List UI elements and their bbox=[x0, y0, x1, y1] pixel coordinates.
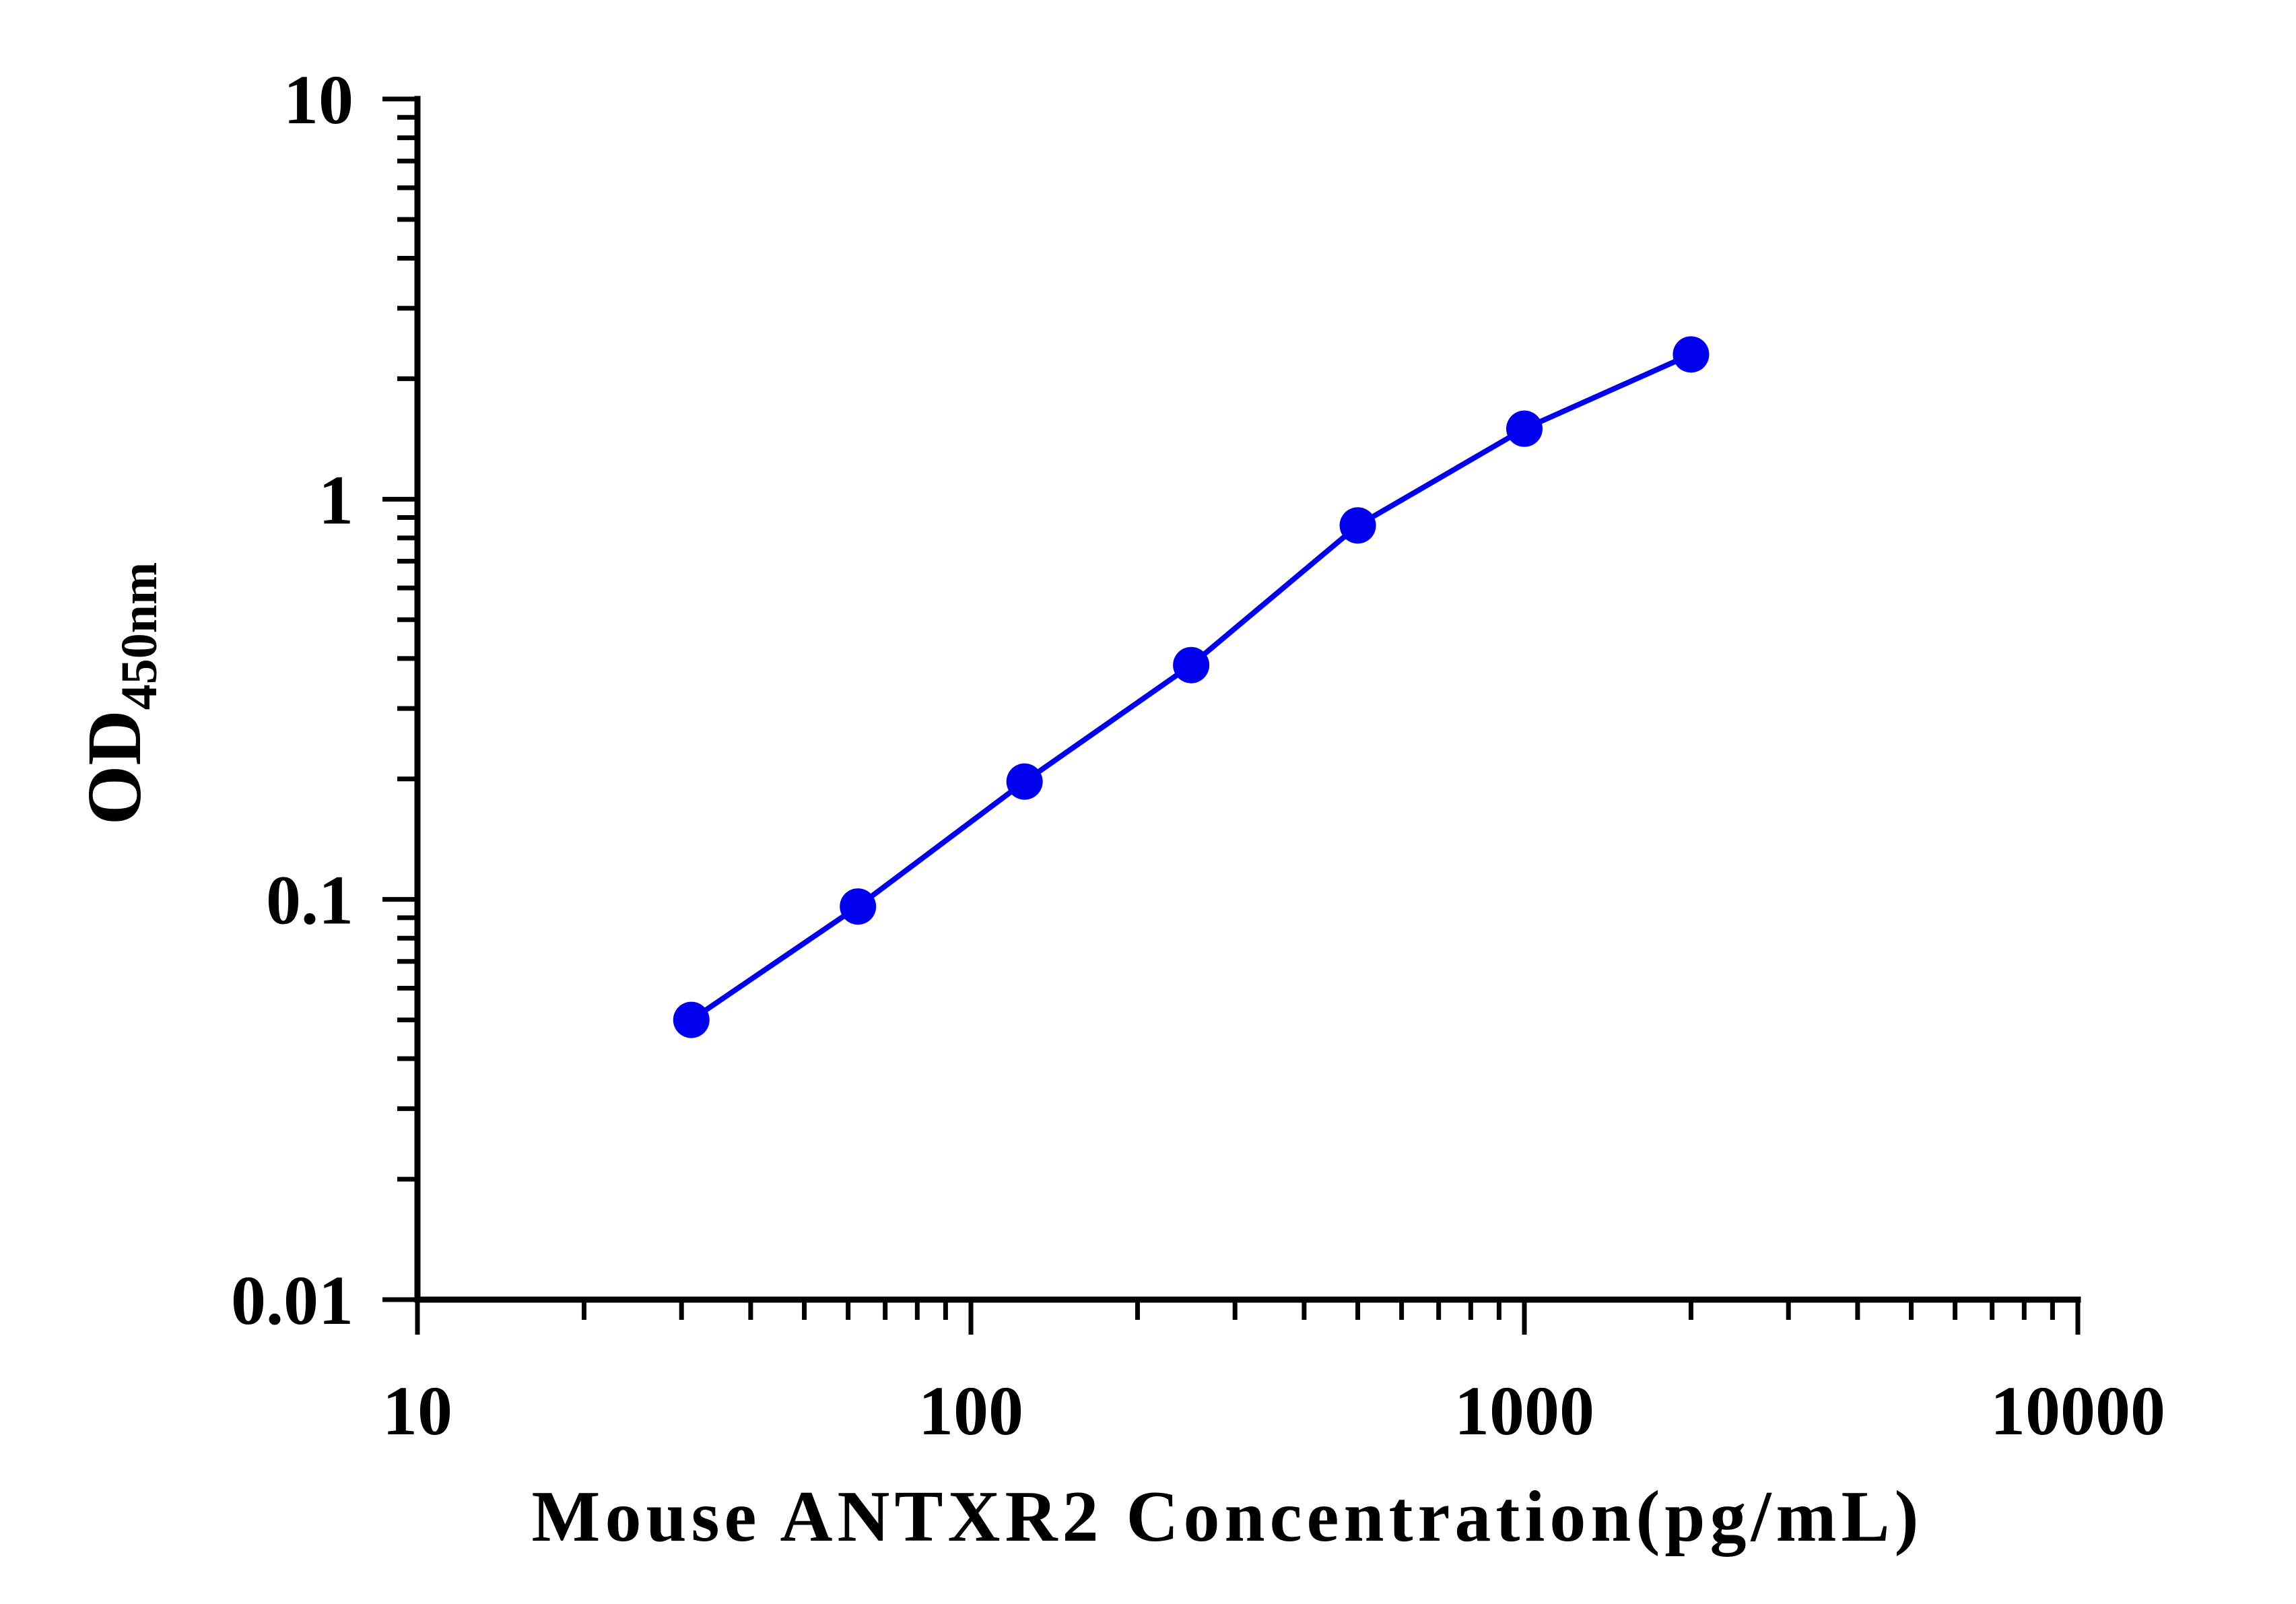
x-tick-label: 1000 bbox=[1454, 1372, 1594, 1450]
data-point bbox=[1173, 646, 1210, 683]
y-tick-label: 10 bbox=[283, 61, 353, 139]
axes bbox=[414, 96, 2081, 1303]
x-tick-label: 100 bbox=[918, 1372, 1023, 1450]
tick-labels: 10 100 1000 10000 0.01 0.1 1 10 bbox=[231, 61, 2165, 1450]
series-line bbox=[689, 352, 1693, 1022]
data-point bbox=[673, 1001, 710, 1038]
data-point bbox=[1506, 410, 1543, 447]
tick-marks bbox=[382, 96, 2081, 1335]
y-axis-title-main: OD bbox=[71, 710, 157, 825]
y-tick-label: 1 bbox=[318, 461, 353, 539]
y-tick-label: 0.01 bbox=[231, 1262, 353, 1339]
y-tick-label: 0.1 bbox=[266, 862, 353, 939]
x-axis-title: Mouse ANTXR2 Concentration(pg/mL) bbox=[532, 1477, 1924, 1557]
x-tick-label: 10 bbox=[382, 1372, 452, 1450]
y-axis-title: OD450nm bbox=[71, 562, 168, 826]
data-point bbox=[1339, 507, 1376, 544]
y-axis-title-subscript: 450nm bbox=[111, 562, 168, 710]
data-point bbox=[840, 888, 877, 925]
data-point bbox=[1673, 336, 1710, 373]
data-series bbox=[673, 336, 1710, 1038]
x-tick-label: 10000 bbox=[1990, 1372, 2165, 1450]
data-point bbox=[1006, 763, 1043, 800]
